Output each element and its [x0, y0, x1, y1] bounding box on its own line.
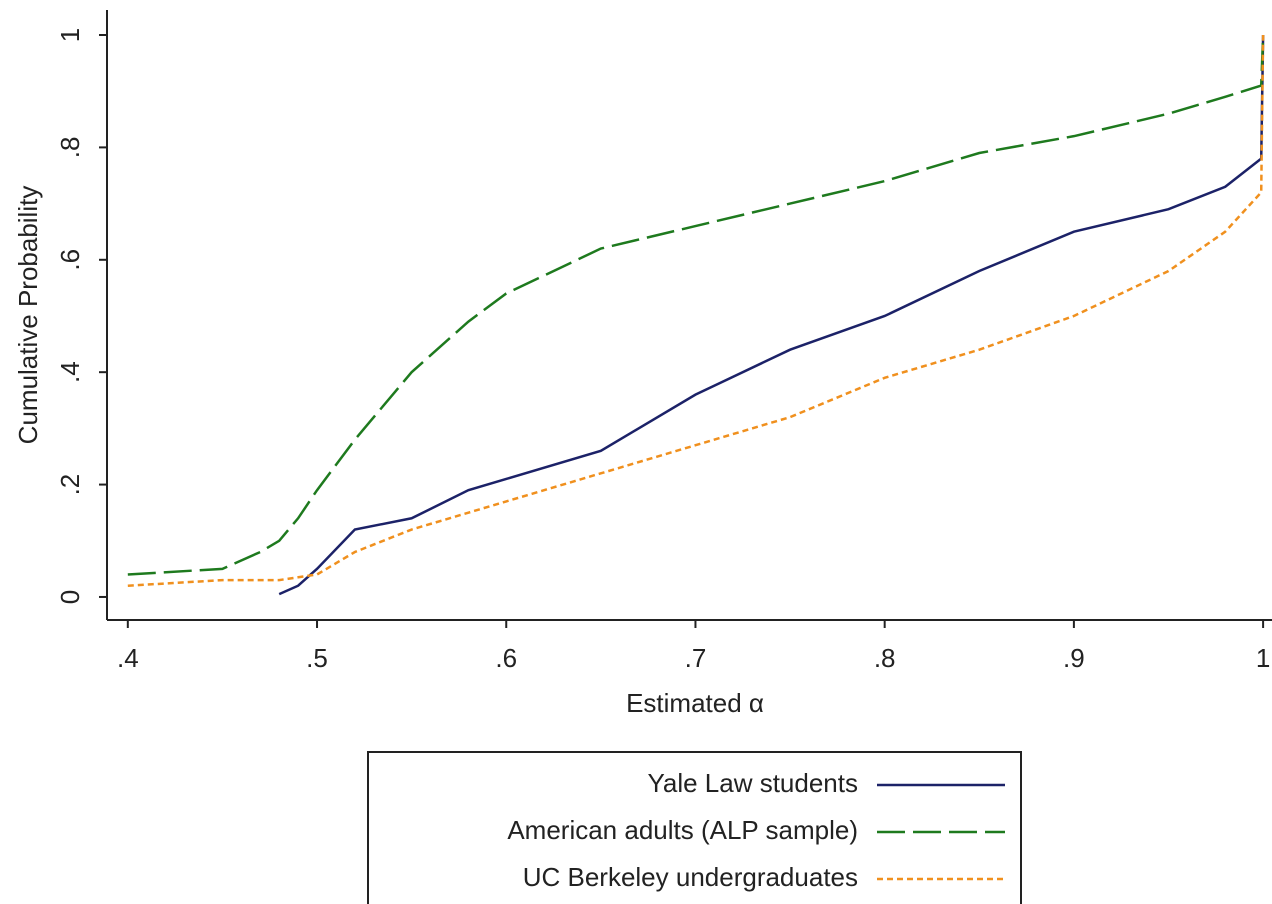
y-tick-label: 0: [55, 590, 85, 604]
y-tick-label: .6: [55, 249, 85, 271]
legend-label: American adults (ALP sample): [507, 815, 858, 845]
legend-box: [367, 751, 1022, 904]
x-axis-title: Estimated α: [626, 688, 764, 718]
series-line: [127, 34, 1265, 587]
y-tick-label: 1: [55, 28, 85, 42]
y-tick-label: .2: [55, 474, 85, 496]
x-tick-label: .5: [306, 643, 328, 673]
legend-label: Yale Law students: [647, 768, 858, 798]
x-tick-label: .4: [117, 643, 139, 673]
x-tick-label: .9: [1063, 643, 1085, 673]
x-tick-label: .7: [685, 643, 707, 673]
y-axis-title: Cumulative Probability: [13, 186, 43, 445]
x-tick-label: .8: [874, 643, 896, 673]
series-line: [127, 34, 1265, 576]
series-line: [278, 34, 1265, 596]
x-tick-label: .6: [495, 643, 517, 673]
x-tick-label: 1: [1256, 643, 1270, 673]
y-tick-label: .4: [55, 361, 85, 383]
y-tick-label: .8: [55, 137, 85, 159]
legend-label: UC Berkeley undergraduates: [523, 862, 858, 892]
